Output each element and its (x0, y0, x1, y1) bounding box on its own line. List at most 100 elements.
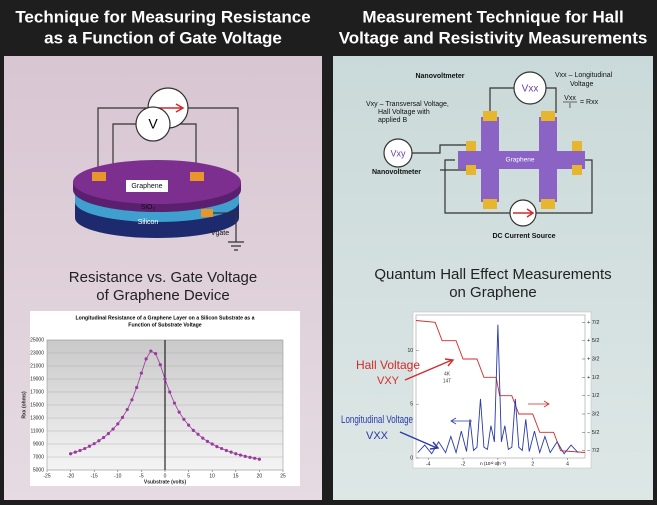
data-point (253, 456, 257, 460)
y-tick-label: 5000 (33, 467, 44, 473)
x-tick-label: 20 (257, 473, 263, 479)
instrument-label: Nanovoltmeter (415, 73, 464, 80)
data-point (135, 385, 139, 390)
data-point (158, 363, 162, 367)
data-point (87, 444, 92, 448)
data-point (177, 410, 181, 414)
legend-label: VXY (377, 375, 400, 387)
data-point (120, 415, 125, 419)
data-point (69, 452, 73, 456)
y2-tick-label: − 5/2 (587, 430, 599, 436)
note: Voltage (570, 81, 593, 88)
voltmeter-label: V (148, 116, 158, 132)
y-tick-label: 25000 (30, 337, 44, 343)
fraction: I (569, 103, 571, 110)
data-point (73, 450, 77, 454)
data-point (196, 432, 200, 436)
chart-title: Function of Substrate Voltage (128, 322, 202, 328)
x-tick-label: 2 (531, 461, 534, 467)
y2-tick-label: + 5/2 (587, 338, 599, 344)
data-point (130, 398, 134, 402)
data-point (257, 457, 261, 461)
data-point (215, 445, 219, 449)
data-point (139, 371, 143, 375)
x-tick-label: 25 (280, 473, 286, 479)
x-tick-label: 0 (496, 461, 499, 467)
gate-diagram: V Graphene SiO₂ Silicon Vgate (73, 87, 244, 251)
annotation: 4K (444, 371, 451, 377)
y-tick-label: 13000 (30, 415, 44, 421)
direction-arrow (450, 417, 472, 425)
data-point (243, 454, 247, 458)
y2-tick-label: + 3/2 (587, 356, 599, 362)
data-point (210, 442, 214, 446)
data-point (201, 436, 205, 440)
data-point (172, 401, 177, 405)
data-point (111, 427, 115, 431)
x-axis-label: n (10¹² cm⁻²) (480, 461, 506, 466)
legend-arrow (399, 431, 440, 450)
x-tick-label: -15 (91, 473, 98, 479)
fraction: = Rxx (580, 99, 599, 106)
data-point (144, 357, 148, 361)
x-tick-label: 5 (187, 473, 190, 479)
graphene-label: Graphene (506, 157, 535, 164)
data-point (187, 423, 191, 427)
x-axis-label: Vsubstrate (volts) (144, 479, 187, 485)
legend-label: VXX (366, 430, 389, 442)
x-tick-label: 4 (566, 461, 569, 467)
data-point (78, 448, 82, 453)
x-tick-label: -2 (461, 461, 466, 467)
legend-label: Hall Voltage (356, 358, 420, 372)
chart-frame (412, 311, 592, 469)
y-tick-label: 0 (410, 455, 413, 461)
instrument-label: DC Current Source (492, 233, 555, 240)
subtitle: Resistance vs. Gate Voltage (69, 269, 257, 286)
y-tick-label: 19000 (30, 376, 44, 382)
layer-label: SiO₂ (141, 204, 156, 211)
legend-arrow (404, 358, 455, 381)
x-tick-label: 10 (209, 473, 215, 479)
x-tick-label: 15 (233, 473, 239, 479)
header-line: as a Function of Gate Voltage (44, 28, 282, 47)
subtitle: on Graphene (449, 284, 537, 301)
note: Vxx – Longitudinal (555, 72, 613, 79)
subtitle: Quantum Hall Effect Measurements (374, 266, 611, 283)
layer-label: Silicon (138, 219, 159, 226)
data-point (102, 435, 106, 440)
y-tick-label: 17000 (30, 389, 44, 395)
data-point (238, 453, 243, 457)
data-point (83, 446, 87, 451)
instrument-label: Nanovoltmeter (372, 169, 421, 176)
legend-label: Longitudinal Voltage (341, 414, 413, 426)
y-tick-label: 23000 (30, 350, 44, 356)
note: Hall Voltage with (378, 109, 430, 116)
note: Vxy – Transversal Voltage, (366, 101, 449, 108)
data-point (229, 450, 233, 454)
x-tick-label: -20 (67, 473, 74, 479)
y2-tick-label: + 7/2 (587, 320, 599, 326)
x-tick-label: -25 (43, 473, 50, 479)
data-point (163, 377, 167, 381)
y-tick-label: 10 (407, 348, 413, 354)
y-tick-label: 21000 (30, 363, 44, 369)
meter-label: Vxx (522, 84, 539, 95)
y2-tick-label: + 1/2 (587, 375, 599, 381)
data-line (417, 324, 579, 455)
y-tick-label: 11000 (30, 428, 44, 434)
gate-label: Vgate (211, 230, 229, 237)
direction-arrow (528, 400, 550, 408)
fraction: Vxx (564, 95, 576, 102)
data-point (153, 352, 158, 356)
y-tick-label: 9000 (33, 441, 44, 447)
header-line: Measurement Technique for Hall (362, 7, 623, 26)
header-line: Technique for Measuring Resistance (15, 7, 310, 26)
header-line: Voltage and Resistivity Measurements (339, 28, 648, 47)
y-tick-label: 15000 (30, 402, 44, 408)
x-tick-label: -5 (139, 473, 144, 479)
data-point (168, 390, 172, 394)
x-tick-label: -4 (426, 461, 431, 467)
data-point (97, 439, 101, 443)
y2-tick-label: − 3/2 (587, 411, 599, 417)
